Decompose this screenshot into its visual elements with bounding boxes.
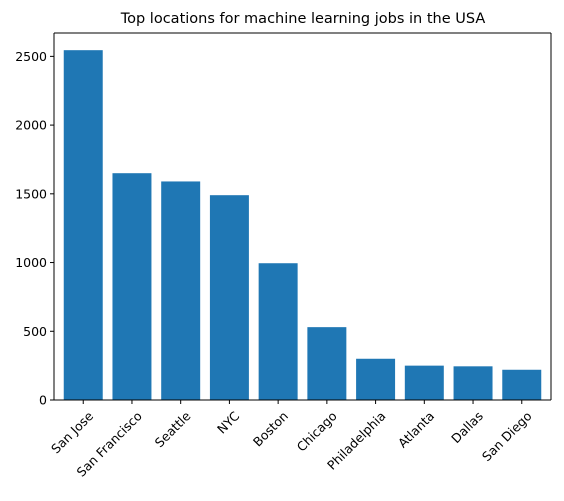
x-tick-label: San Diego [479, 408, 535, 464]
y-tick-label: 500 [23, 324, 47, 339]
x-tick-label: NYC [214, 408, 242, 436]
y-tick-label: 2500 [15, 49, 47, 64]
bars-group [63, 50, 542, 401]
y-tick-label: 1500 [15, 186, 47, 201]
y-tick-label: 1000 [15, 255, 47, 270]
bar-boston [258, 263, 298, 400]
chart-title: Top locations for machine learning jobs … [120, 11, 486, 27]
y-tick-label: 0 [39, 393, 47, 408]
x-tick-label: Seattle [152, 408, 194, 450]
bar-dallas [453, 366, 493, 400]
bar-philadelphia [356, 358, 396, 400]
bar-nyc [209, 195, 249, 400]
bar-san-francisco [112, 173, 152, 400]
x-tick-label: Chicago [294, 408, 340, 454]
x-tick-label: San Jose [48, 408, 96, 456]
bar-chicago [307, 327, 347, 400]
bar-atlanta [404, 365, 444, 400]
x-tick-label: Boston [250, 408, 291, 449]
y-tick-label: 2000 [15, 118, 47, 133]
x-tick-label: Atlanta [395, 408, 437, 450]
bar-san-diego [502, 369, 542, 400]
bar-seattle [161, 181, 201, 400]
x-tick-label: Dallas [448, 408, 486, 446]
axes-group [53, 32, 552, 401]
bar-san-jose [63, 50, 103, 401]
